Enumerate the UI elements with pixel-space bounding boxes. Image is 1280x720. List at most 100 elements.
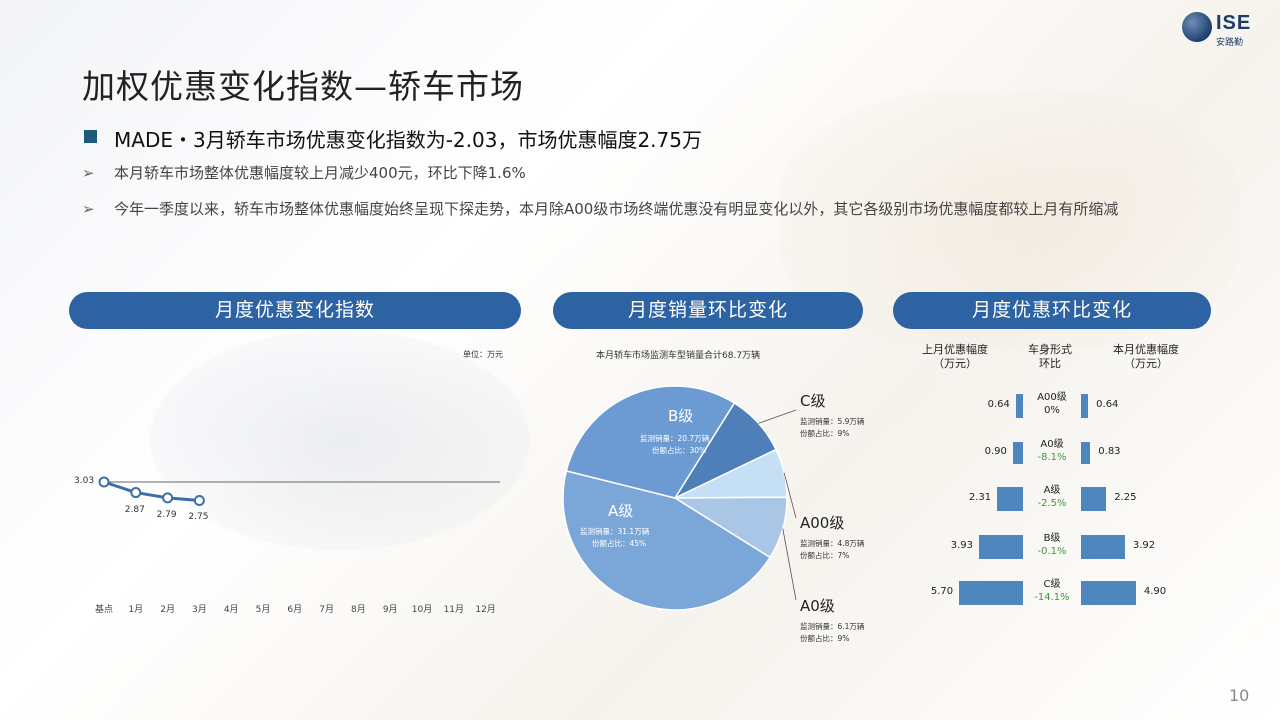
- x-tick-label: 9月: [382, 605, 398, 615]
- pie-volume-a0: 监测销量：6.1万辆: [800, 622, 865, 631]
- pie-volume-c: 监测销量：5.9万辆: [800, 417, 865, 426]
- brand-logo: ISE 安路勤: [1182, 12, 1254, 48]
- header-line: 车身形式: [1028, 343, 1072, 356]
- bar-prev: [1012, 442, 1023, 464]
- x-tick-label: 基点: [94, 605, 113, 615]
- x-tick-label: 10月: [411, 605, 433, 615]
- pie-volume-b: 监测销量：20.7万辆: [640, 434, 710, 443]
- value-curr: 4.90: [1143, 586, 1167, 597]
- bar-curr: [1081, 581, 1136, 605]
- pie-share-a0: 份额占比：9%: [800, 634, 850, 643]
- bar-curr: [1081, 394, 1089, 418]
- value-prev: 0.90: [984, 446, 1007, 457]
- x-tick-label: 12月: [475, 605, 496, 615]
- pie-share-a: 份额占比：45%: [592, 539, 647, 548]
- bar-prev: [959, 581, 1023, 605]
- x-tick-label: 7月: [319, 605, 334, 615]
- arrow-bullet-icon: ➢: [82, 200, 95, 218]
- data-point: [98, 476, 110, 488]
- headline-square-icon: [84, 130, 97, 143]
- value-curr: 0.64: [1096, 399, 1119, 410]
- arrow-bullet-icon: ➢: [82, 164, 95, 182]
- bar-prev: [997, 487, 1023, 511]
- section-header-sales: 月度销量环比变化: [553, 292, 863, 329]
- logo-subtitle: 安路勤: [1216, 38, 1244, 48]
- data-label: 2.79: [156, 509, 177, 520]
- leader-line: [782, 528, 797, 601]
- x-tick-label: 11月: [443, 605, 465, 615]
- pie-slice: [565, 385, 736, 499]
- x-tick-label: 8月: [351, 605, 366, 615]
- bullet-text: 本月轿车市场整体优惠幅度较上月减少400元，环比下降1.6%: [114, 164, 526, 182]
- category-name: C级: [1043, 579, 1061, 590]
- pie-label-a00: A00级: [800, 514, 845, 532]
- pie-volume-a: 监测销量：31.1万辆: [580, 527, 650, 536]
- data-point: [193, 494, 205, 506]
- header-line: （万元）: [933, 357, 977, 370]
- pie-label-b: B级: [668, 407, 694, 425]
- pie-share-a00: 份额占比：7%: [800, 551, 850, 560]
- header-line: 环比: [1039, 357, 1061, 370]
- data-label: 3.03: [74, 476, 95, 486]
- pie-chart-title: 本月轿车市场监测车型销量合计68.7万辆: [596, 351, 761, 361]
- pie-label-c: C级: [800, 392, 826, 410]
- column-header-prev: 上月优惠幅度 （万元）: [905, 343, 1005, 371]
- page-title: 加权优惠变化指数—轿车市场: [82, 67, 524, 106]
- category-name: A0级: [1040, 439, 1064, 450]
- value-curr: 3.92: [1132, 540, 1156, 551]
- category-name: A00级: [1037, 392, 1067, 403]
- logo-name: ISE: [1216, 12, 1252, 34]
- logo-globe-icon: [1182, 12, 1212, 42]
- bar-prev: [1015, 394, 1023, 418]
- section-header-discount: 月度优惠环比变化: [893, 292, 1211, 329]
- pie-label-a0: A0级: [800, 597, 835, 615]
- pie-slice: [562, 469, 772, 611]
- category-cell: A00级 0%: [1022, 391, 1082, 417]
- category-cell: C级 -14.1%: [1022, 578, 1082, 604]
- category-name: A级: [1043, 485, 1061, 496]
- value-prev: 3.93: [950, 540, 973, 551]
- header-line: （万元）: [1124, 357, 1168, 370]
- page-number: 10: [1229, 686, 1250, 705]
- header-line: 上月优惠幅度: [922, 343, 988, 356]
- pie-share-c: 份额占比：9%: [800, 429, 850, 438]
- category-name: B级: [1043, 533, 1061, 544]
- pie-desc-a0: 监测销量：6.1万辆 份额占比：9%: [800, 621, 864, 645]
- leader-line: [783, 472, 797, 519]
- unit-label: 单位：万元: [463, 350, 503, 359]
- bullet-point: ➢ 本月轿车市场整体优惠幅度较上月减少400元，环比下降1.6%: [82, 160, 1202, 186]
- series-line: [103, 480, 200, 502]
- x-tick-label: 3月: [192, 605, 207, 615]
- data-label: 2.87: [124, 504, 145, 515]
- change-percent: -2.5%: [1037, 498, 1067, 509]
- bullet-point: ➢ 今年一季度以来，轿车市场整体优惠幅度始终呈现下探走势，本月除A00级市场终端…: [82, 196, 1202, 222]
- change-percent: -14.1%: [1034, 592, 1070, 603]
- value-prev: 0.64: [987, 399, 1010, 410]
- data-point: [162, 492, 174, 504]
- value-prev: 5.70: [930, 586, 954, 597]
- x-tick-label: 4月: [223, 605, 239, 615]
- change-percent: -8.1%: [1037, 452, 1067, 463]
- pie-desc-a: 监测销量：31.1万辆 份额占比：45%: [580, 526, 649, 550]
- bar-curr: [1081, 442, 1091, 464]
- value-prev: 2.31: [968, 492, 992, 503]
- headline: MADE・3月轿车市场优惠变化指数为-2.03，市场优惠幅度2.75万: [114, 128, 702, 152]
- pie-share-b: 份额占比：30%: [652, 446, 707, 455]
- change-percent: 0%: [1044, 405, 1060, 416]
- x-tick-label: 2月: [160, 605, 175, 615]
- section-header-index: 月度优惠变化指数: [69, 292, 521, 329]
- value-curr: 0.83: [1098, 446, 1121, 457]
- category-cell: A级 -2.5%: [1022, 484, 1082, 510]
- column-header-prev-text: 上月优惠幅度 （万元）: [905, 343, 1005, 371]
- column-header-curr: 本月优惠幅度 （万元）: [1096, 343, 1196, 371]
- pie-label-a: A级: [608, 502, 634, 520]
- column-header-cat: 车身形式 环比: [1010, 343, 1090, 371]
- pie-desc-b: 监测销量：20.7万辆 份额占比：30%: [640, 433, 709, 457]
- x-tick-label: 5月: [255, 605, 271, 615]
- category-cell: A0级 -8.1%: [1022, 438, 1082, 464]
- data-label: 2.75: [188, 512, 209, 523]
- x-tick-label: 6月: [287, 605, 303, 615]
- column-header-cat-text: 车身形式 环比: [1010, 343, 1090, 371]
